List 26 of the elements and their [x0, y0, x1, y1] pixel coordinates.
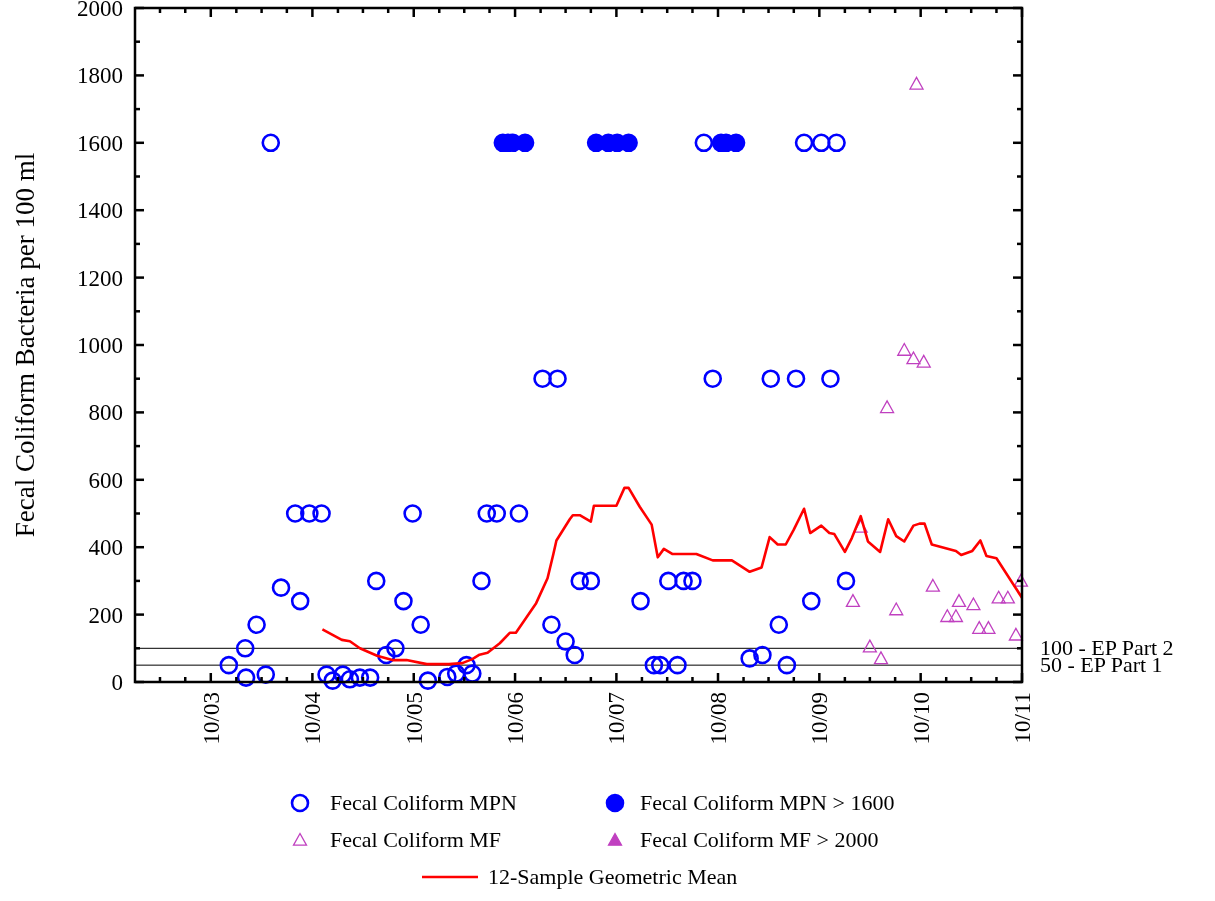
legend-label: Fecal Coliform MF > 2000 [640, 827, 879, 852]
legend-label: Fecal Coliform MPN [330, 790, 518, 815]
x-tick-label: 10/10 [908, 692, 934, 745]
legend-label: 12-Sample Geometric Mean [488, 864, 738, 889]
x-tick-label: 10/03 [198, 692, 224, 745]
y-tick-label: 0 [111, 670, 123, 695]
x-tick-label: 10/07 [604, 692, 630, 745]
y-tick-label: 200 [88, 602, 123, 628]
y-tick-label: 800 [88, 400, 123, 426]
y-tick-label: 2000 [77, 0, 123, 21]
y-tick-label: 400 [88, 535, 123, 561]
y-tick-label: 1400 [77, 198, 123, 224]
y-tick-label: 1800 [77, 63, 123, 89]
y-tick-label: 600 [88, 467, 123, 493]
x-tick-label: 10/04 [300, 691, 326, 745]
x-tick-label: 10/09 [807, 692, 833, 745]
legend-label: Fecal Coliform MPN > 1600 [640, 790, 895, 815]
y-tick-label: 1600 [77, 130, 123, 156]
legend-label: Fecal Coliform MF [330, 827, 502, 852]
y-tick-label: 1000 [77, 333, 123, 358]
y-axis-title: Fecal Coliform Bacteria per 100 ml [10, 152, 40, 538]
x-tick-label: 10/06 [503, 692, 529, 745]
x-tick-label: 10/05 [401, 692, 427, 745]
x-tick-label: 10/11 [1010, 692, 1035, 744]
x-tick-label: 10/08 [706, 692, 731, 745]
y-tick-label: 1200 [77, 265, 123, 291]
